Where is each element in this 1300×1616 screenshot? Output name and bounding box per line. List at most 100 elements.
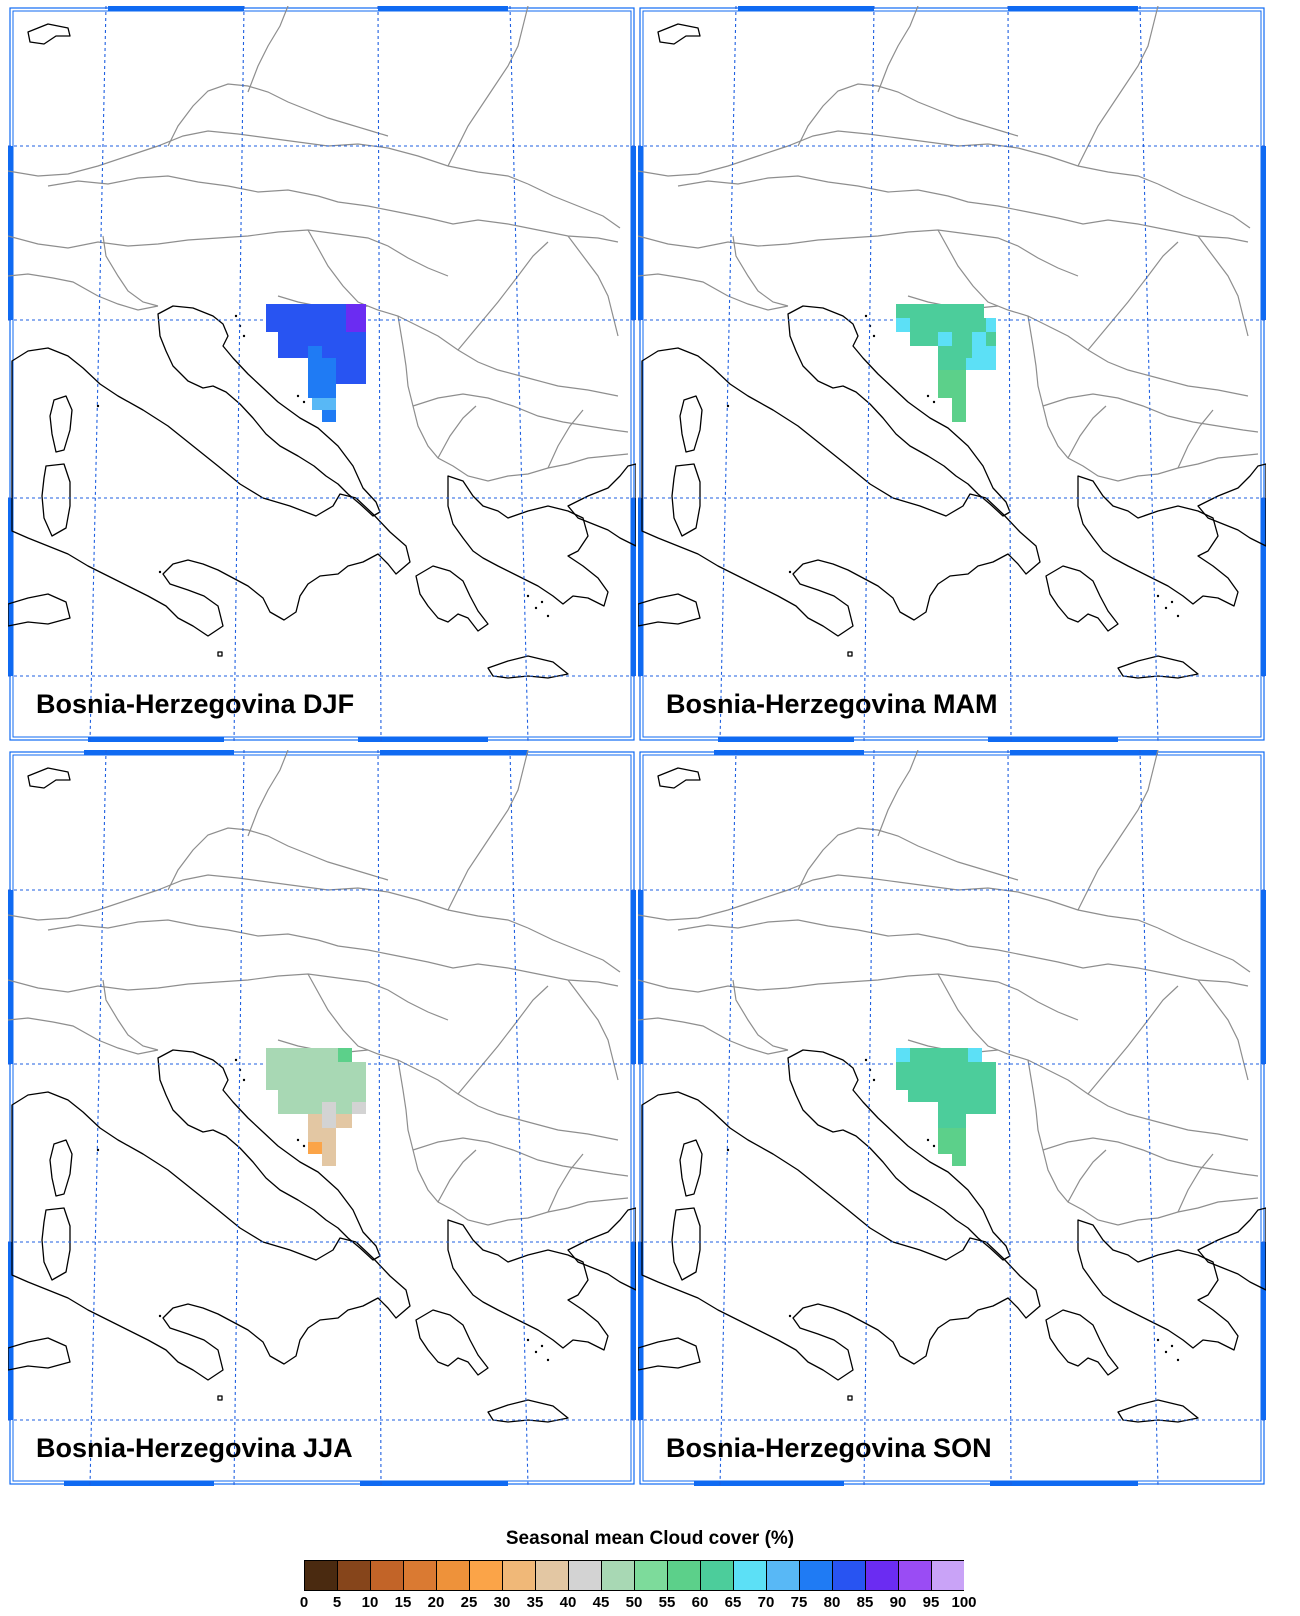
cloud-cell	[896, 1062, 996, 1076]
legend-swatch	[436, 1560, 470, 1591]
legend-tick-label: 90	[889, 1594, 907, 1611]
cloud-cell	[346, 304, 366, 318]
cloud-cell	[986, 332, 996, 346]
panel-title-djf: Bosnia-Herzegovina DJF	[36, 689, 355, 719]
legend-swatch	[337, 1560, 371, 1591]
cloud-cell	[308, 346, 322, 358]
legend-tick-label: 100	[951, 1594, 977, 1611]
cloud-cell	[910, 318, 986, 332]
cloud-cell	[952, 332, 972, 346]
legend-tick-label: 40	[559, 1594, 577, 1611]
cloud-cell	[938, 358, 966, 370]
legend-tick-label: 75	[790, 1594, 808, 1611]
cloud-cell	[952, 410, 966, 422]
cloud-cell	[266, 1062, 366, 1076]
cloud-cell	[896, 1048, 910, 1062]
legend-tick-label: 85	[856, 1594, 874, 1611]
cloud-cell	[308, 384, 336, 398]
cloud-cell	[952, 346, 972, 358]
legend-swatch	[766, 1560, 800, 1591]
legend-tick-label: 45	[592, 1594, 610, 1611]
cloud-cell	[322, 410, 336, 422]
cloud-cell	[938, 332, 952, 346]
cloud-cell	[312, 398, 336, 410]
cloud-cell	[966, 358, 996, 370]
map-djf	[8, 6, 636, 742]
legend-tick-label: 35	[526, 1594, 544, 1611]
legend-tick-label: 60	[691, 1594, 709, 1611]
legend-tick-label: 10	[361, 1594, 379, 1611]
cloud-cell	[278, 1102, 322, 1114]
panel-mam: Bosnia-Herzegovina MAM	[638, 6, 1266, 742]
legend-tick-label: 25	[460, 1594, 478, 1611]
cloud-cell	[938, 346, 952, 358]
legend-swatch	[568, 1560, 602, 1591]
legend-swatch	[535, 1560, 569, 1591]
cloud-cell	[336, 1102, 352, 1114]
legend-swatch	[799, 1560, 833, 1591]
cloud-cell	[938, 1142, 966, 1154]
cloud-cell	[308, 1114, 322, 1128]
legend-swatch	[733, 1560, 767, 1591]
panel-title-mam: Bosnia-Herzegovina MAM	[666, 689, 998, 719]
cloud-cell	[910, 1048, 968, 1062]
legend-tick-label: 20	[427, 1594, 445, 1611]
legend-tick-label: 30	[493, 1594, 511, 1611]
color-legend	[304, 1560, 964, 1591]
cloud-cell	[308, 1128, 336, 1142]
cloud-cell	[986, 318, 996, 332]
cloud-cell	[322, 1102, 336, 1114]
cloud-cell	[308, 358, 322, 370]
legend-swatch	[601, 1560, 635, 1591]
cloud-cell	[952, 398, 966, 410]
cloud-cell	[278, 1090, 366, 1102]
legend-title: Seasonal mean Cloud cover (%)	[505, 1528, 795, 1549]
cloud-cell	[336, 370, 366, 384]
legend-swatch	[700, 1560, 734, 1591]
cloud-cell	[910, 332, 938, 346]
legend-swatch	[832, 1560, 866, 1591]
cloud-cell	[322, 1142, 336, 1154]
panel-title-jja: Bosnia-Herzegovina JJA	[36, 1433, 353, 1463]
cloud-cell	[266, 1076, 366, 1090]
cloud-cell	[308, 370, 336, 384]
legend-swatch	[502, 1560, 536, 1591]
panel-djf: Bosnia-Herzegovina DJF	[8, 6, 636, 742]
legend-tick-label: 15	[394, 1594, 412, 1611]
map-jja	[8, 750, 636, 1486]
map-mam	[638, 6, 1266, 742]
legend-tick-label: 65	[724, 1594, 742, 1611]
legend-swatch	[403, 1560, 437, 1591]
cloud-cell	[968, 1048, 982, 1062]
legend-swatch	[370, 1560, 404, 1591]
cloud-cell	[938, 1102, 996, 1114]
cloud-cell	[336, 1114, 352, 1128]
cloud-cell	[896, 318, 910, 332]
cloud-cell	[938, 1114, 966, 1128]
legend-tick-label: 55	[658, 1594, 676, 1611]
cloud-cell	[336, 358, 366, 370]
cloud-cell	[278, 346, 308, 358]
cloud-cell	[338, 1048, 352, 1062]
legend-swatch	[667, 1560, 701, 1591]
cloud-cell	[322, 1114, 336, 1128]
cloud-cell	[896, 1076, 996, 1090]
legend-swatch	[469, 1560, 503, 1591]
cloud-cell	[972, 346, 996, 358]
legend-tick-label: 50	[625, 1594, 643, 1611]
cloud-cell	[346, 318, 366, 332]
cloud-cell	[938, 1128, 966, 1142]
panel-son: Bosnia-Herzegovina SON	[638, 750, 1266, 1486]
cloud-cell	[266, 304, 346, 318]
cloud-cell	[896, 304, 984, 318]
cloud-cell	[266, 318, 366, 332]
legend-tick-label: 95	[922, 1594, 940, 1611]
legend-tick-label: 80	[823, 1594, 841, 1611]
cloud-cell	[972, 332, 986, 346]
legend-swatch	[634, 1560, 668, 1591]
panel-title-son: Bosnia-Herzegovina SON	[666, 1433, 992, 1463]
legend-swatch	[898, 1560, 932, 1591]
cloud-cell	[908, 1090, 996, 1102]
cloud-cell	[266, 1048, 338, 1062]
map-son	[638, 750, 1266, 1486]
